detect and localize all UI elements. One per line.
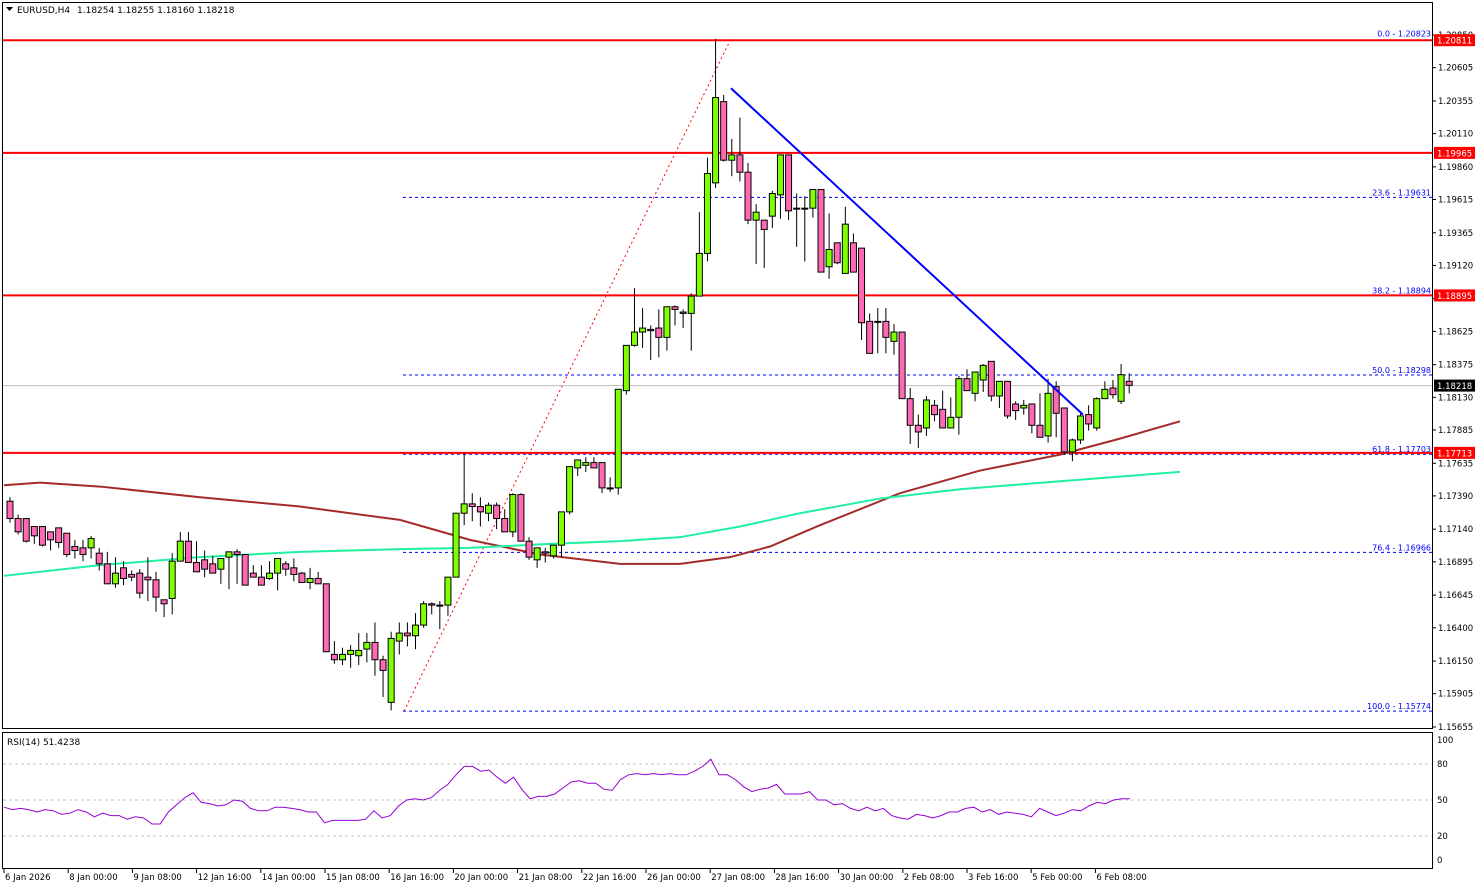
price-tick-label: 1.17140 <box>1438 525 1473 535</box>
time-tick-label: 14 Jan 00:00 <box>262 873 316 883</box>
fib-label: 50.0 - 1.18298 <box>1372 366 1431 375</box>
time-tick-label: 22 Jan 16:00 <box>583 873 637 883</box>
price-tick-label: 1.15905 <box>1438 690 1473 700</box>
symbol-label: EURUSD,H4 <box>17 6 70 16</box>
time-tick-label: 21 Jan 08:00 <box>519 873 573 883</box>
time-tick-label: 8 Jan 00:00 <box>69 873 117 883</box>
triangle-down-icon[interactable] <box>6 7 13 11</box>
price-tick-label: 1.20355 <box>1438 97 1473 107</box>
time-tick-label: 28 Jan 16:00 <box>775 873 829 883</box>
time-tick-label: 30 Jan 00:00 <box>840 873 894 883</box>
price-tag: 1.17713 <box>1437 449 1472 459</box>
price-tick-label: 1.17390 <box>1438 492 1473 502</box>
time-tick-label: 2 Feb 08:00 <box>904 873 954 883</box>
time-tick-label: 27 Jan 08:00 <box>711 873 765 883</box>
rsi-tick-label: 0 <box>1437 856 1442 866</box>
price-tick-label: 1.19120 <box>1438 261 1473 271</box>
rsi-header-label: RSI(14) 51.4238 <box>7 738 80 748</box>
candlesticks <box>6 38 1133 711</box>
rsi-tick-label: 20 <box>1437 832 1448 842</box>
time-tick-label: 12 Jan 16:00 <box>198 873 252 883</box>
price-tick-label: 1.19365 <box>1438 229 1473 239</box>
price-tick-label: 1.16400 <box>1438 624 1473 634</box>
fib-label: 100.0 - 1.15774 <box>1367 702 1431 711</box>
price-tick-label: 1.19615 <box>1438 196 1473 206</box>
time-tick-label: 16 Jan 16:00 <box>390 873 444 883</box>
time-tick-label: 3 Feb 16:00 <box>968 873 1018 883</box>
price-tick-label: 1.18625 <box>1438 327 1473 337</box>
price-tag: 1.20811 <box>1437 37 1472 47</box>
fib-label: 23.6 - 1.19631 <box>1372 188 1431 197</box>
price-tag: 1.18895 <box>1437 292 1472 302</box>
slow-ma-line <box>3 420 1181 565</box>
price-tag: 1.19965 <box>1437 149 1472 159</box>
fib-label: 38.2 - 1.18894 <box>1372 287 1431 296</box>
time-tick-label: 20 Jan 00:00 <box>454 873 508 883</box>
moving-averages <box>3 420 1181 577</box>
price-tick-label: 1.19860 <box>1438 163 1473 173</box>
bearish-trendline[interactable] <box>730 87 1084 416</box>
time-tick-label: 9 Jan 08:00 <box>133 873 181 883</box>
time-tick-label: 26 Jan 00:00 <box>647 873 701 883</box>
price-tick-label: 1.16150 <box>1438 657 1473 667</box>
price-tick-label: 1.16645 <box>1438 591 1473 601</box>
rsi-tick-label: 80 <box>1437 760 1448 770</box>
fib-label: 61.8 - 1.17703 <box>1372 445 1431 454</box>
fast-ma-line <box>3 470 1181 577</box>
price-tick-label: 1.20110 <box>1438 130 1473 140</box>
rsi-axis: 100 80 50 20 0 <box>1437 736 1453 866</box>
ohlc-values: 1.18254 1.18255 1.18160 1.18218 <box>77 6 235 16</box>
price-axis: 1.208501.206051.203551.201101.198601.196… <box>1432 31 1475 733</box>
rsi-line <box>3 758 1130 825</box>
time-tick-label: 15 Jan 08:00 <box>326 873 380 883</box>
rsi-tick-label: 100 <box>1437 736 1453 746</box>
fib-label: 76.4 - 1.16966 <box>1372 543 1431 552</box>
price-tag: 1.18218 <box>1437 382 1472 392</box>
price-tick-label: 1.18375 <box>1438 361 1473 371</box>
price-tick-label: 1.18130 <box>1438 393 1473 403</box>
price-tick-label: 1.17635 <box>1438 459 1473 469</box>
fib-label: 0.0 - 1.20823 <box>1377 30 1431 39</box>
time-tick-label: 6 Feb 08:00 <box>1096 873 1146 883</box>
price-tick-label: 1.20605 <box>1438 64 1473 74</box>
fibonacci-retracement[interactable]: 0.0 - 1.20823 23.6 - 1.19631 38.2 - 1.1889… <box>3 30 1432 712</box>
price-tick-label: 1.15655 <box>1438 723 1473 733</box>
price-tick-label: 1.16895 <box>1438 558 1473 568</box>
time-tick-label: 5 Feb 00:00 <box>1032 873 1082 883</box>
time-axis: 6 Jan 2026 8 Jan 00:00 9 Jan 08:00 12 Jan 1… <box>3 869 1147 883</box>
rsi-tick-label: 50 <box>1437 796 1448 806</box>
time-tick-label: 6 Jan 2026 <box>5 873 51 883</box>
rsi-level-lines <box>3 763 1432 837</box>
price-tick-label: 1.17885 <box>1438 426 1473 436</box>
